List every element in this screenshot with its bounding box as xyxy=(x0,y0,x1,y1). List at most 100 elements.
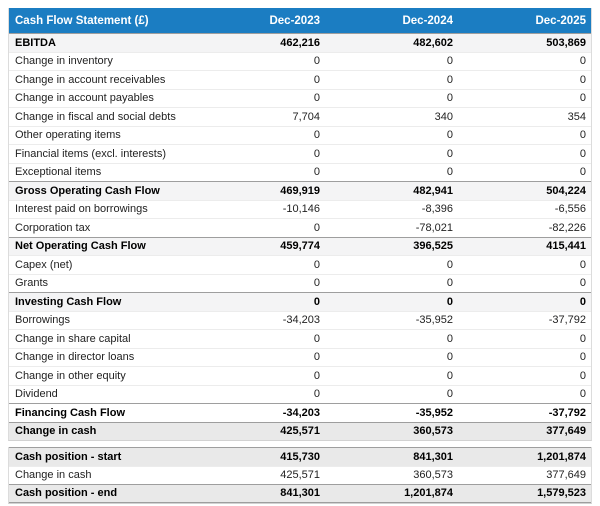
cell-value: -82,226 xyxy=(548,221,586,234)
cell-value: -37,792 xyxy=(548,314,586,327)
cell-value: 0 xyxy=(579,129,586,142)
row-label: Change in inventory xyxy=(15,55,113,68)
row-label: Financing Cash Flow xyxy=(15,406,126,419)
row-label: Gross Operating Cash Flow xyxy=(15,184,160,197)
table-row: Borrowings -34,203 -35,952 -37,792 xyxy=(9,310,591,329)
cell-value: 0 xyxy=(579,332,586,345)
table-header-row: Cash Flow Statement (£) Dec-2023 Dec-202… xyxy=(9,8,591,33)
table-row: Corporation tax 0 -78,021 -82,226 xyxy=(9,218,591,237)
cell-value: 482,941 xyxy=(413,184,453,197)
cell-value: 7,704 xyxy=(292,110,320,123)
cell-value: 377,649 xyxy=(546,469,586,482)
table-row: Change in account payables 0 0 0 xyxy=(9,88,591,107)
column-header-dec-2024: Dec-2024 xyxy=(402,14,453,27)
cell-value: 0 xyxy=(313,258,320,271)
cell-value: 377,649 xyxy=(546,425,586,438)
table-row: Change in cash 425,571 360,573 377,649 xyxy=(9,465,591,484)
cell-value: 0 xyxy=(446,147,453,160)
row-label: Change in share capital xyxy=(15,332,131,345)
column-header-dec-2025: Dec-2025 xyxy=(535,14,586,27)
cell-value: 841,301 xyxy=(413,450,453,463)
cell-value: 0 xyxy=(446,332,453,345)
cell-value: 0 xyxy=(446,277,453,290)
row-label: Cash position - end xyxy=(15,487,118,500)
row-label: Dividend xyxy=(15,388,58,401)
cell-value: 396,525 xyxy=(413,240,453,253)
column-header-dec-2023: Dec-2023 xyxy=(269,14,320,27)
cell-value: 0 xyxy=(446,166,453,179)
cell-value: 0 xyxy=(579,388,586,401)
cell-value: 0 xyxy=(313,166,320,179)
cash-position-table: Cash position - start 415,730 841,301 1,201… xyxy=(8,447,592,504)
cell-value: 0 xyxy=(446,55,453,68)
cell-value: -6,556 xyxy=(554,203,586,216)
cell-value: 0 xyxy=(579,166,586,179)
cell-value: 0 xyxy=(579,73,586,86)
cell-value: 1,579,523 xyxy=(537,487,586,500)
table-row: Change in other equity 0 0 0 xyxy=(9,366,591,385)
row-label: Other operating items xyxy=(15,129,121,142)
cell-value: 841,301 xyxy=(280,487,320,500)
cell-value: -37,792 xyxy=(548,406,586,419)
table-title: Cash Flow Statement (£) xyxy=(15,14,149,27)
cell-value: -10,146 xyxy=(282,203,320,216)
row-label: Grants xyxy=(15,277,49,290)
row-label: Borrowings xyxy=(15,314,71,327)
cell-value: 1,201,874 xyxy=(537,450,586,463)
table-row: Change in share capital 0 0 0 xyxy=(9,329,591,348)
cell-value: 0 xyxy=(579,295,586,308)
cell-value: 0 xyxy=(313,332,320,345)
cell-value: 0 xyxy=(579,55,586,68)
cell-value: 0 xyxy=(579,277,586,290)
cell-value: 0 xyxy=(579,258,586,271)
cell-value: 0 xyxy=(313,351,320,364)
cell-value: 459,774 xyxy=(280,240,320,253)
row-label: Change in director loans xyxy=(15,351,135,364)
row-label: Corporation tax xyxy=(15,221,91,234)
row-label: EBITDA xyxy=(15,36,56,49)
cell-value: 0 xyxy=(313,369,320,382)
table-row: Financial items (excl. interests) 0 0 0 xyxy=(9,144,591,163)
table-row: Change in director loans 0 0 0 xyxy=(9,347,591,366)
row-label: Exceptional items xyxy=(15,166,102,179)
row-label: Change in cash xyxy=(15,469,92,482)
table-body-cash-position: Cash position - start 415,730 841,301 1,201… xyxy=(9,447,591,503)
cell-value: 425,571 xyxy=(280,469,320,482)
cell-value: 0 xyxy=(313,277,320,290)
table-row: Other operating items 0 0 0 xyxy=(9,125,591,144)
table-row: Grants 0 0 0 xyxy=(9,273,591,292)
cell-value: 415,730 xyxy=(280,450,320,463)
row-label: Capex (net) xyxy=(15,258,73,271)
cell-value: 0 xyxy=(313,295,320,308)
cell-value: 354 xyxy=(567,110,586,123)
table-row: Net Operating Cash Flow 459,774 396,525 415… xyxy=(9,236,591,255)
cell-value: 360,573 xyxy=(413,469,453,482)
row-label: Financial items (excl. interests) xyxy=(15,147,166,160)
cell-value: 0 xyxy=(579,351,586,364)
cell-value: 0 xyxy=(313,147,320,160)
table-row: Investing Cash Flow 0 0 0 xyxy=(9,292,591,311)
row-label: Investing Cash Flow xyxy=(15,295,122,308)
row-label: Net Operating Cash Flow xyxy=(15,240,146,253)
row-label: Change in account receivables xyxy=(15,73,166,86)
cell-value: 0 xyxy=(446,351,453,364)
table-row: Cash position - end 841,301 1,201,874 1,579… xyxy=(9,484,591,503)
table-row: Dividend 0 0 0 xyxy=(9,384,591,403)
row-label: Interest paid on borrowings xyxy=(15,203,148,216)
cell-value: 0 xyxy=(313,55,320,68)
table-row: Change in account receivables 0 0 0 xyxy=(9,70,591,89)
cash-flow-table: Cash Flow Statement (£) Dec-2023 Dec-202… xyxy=(8,8,592,441)
table-row: Gross Operating Cash Flow 469,919 482,941 5… xyxy=(9,181,591,200)
cell-value: -35,952 xyxy=(415,406,453,419)
cell-value: 0 xyxy=(446,295,453,308)
cell-value: -8,396 xyxy=(421,203,453,216)
cell-value: 340 xyxy=(434,110,453,123)
cell-value: 1,201,874 xyxy=(404,487,453,500)
cell-value: 482,602 xyxy=(413,36,453,49)
table-row: Capex (net) 0 0 0 xyxy=(9,255,591,274)
row-label: Change in other equity xyxy=(15,369,126,382)
cell-value: 0 xyxy=(313,73,320,86)
cell-value: 0 xyxy=(313,221,320,234)
cell-value: 0 xyxy=(313,388,320,401)
row-label: Cash position - start xyxy=(15,450,122,463)
